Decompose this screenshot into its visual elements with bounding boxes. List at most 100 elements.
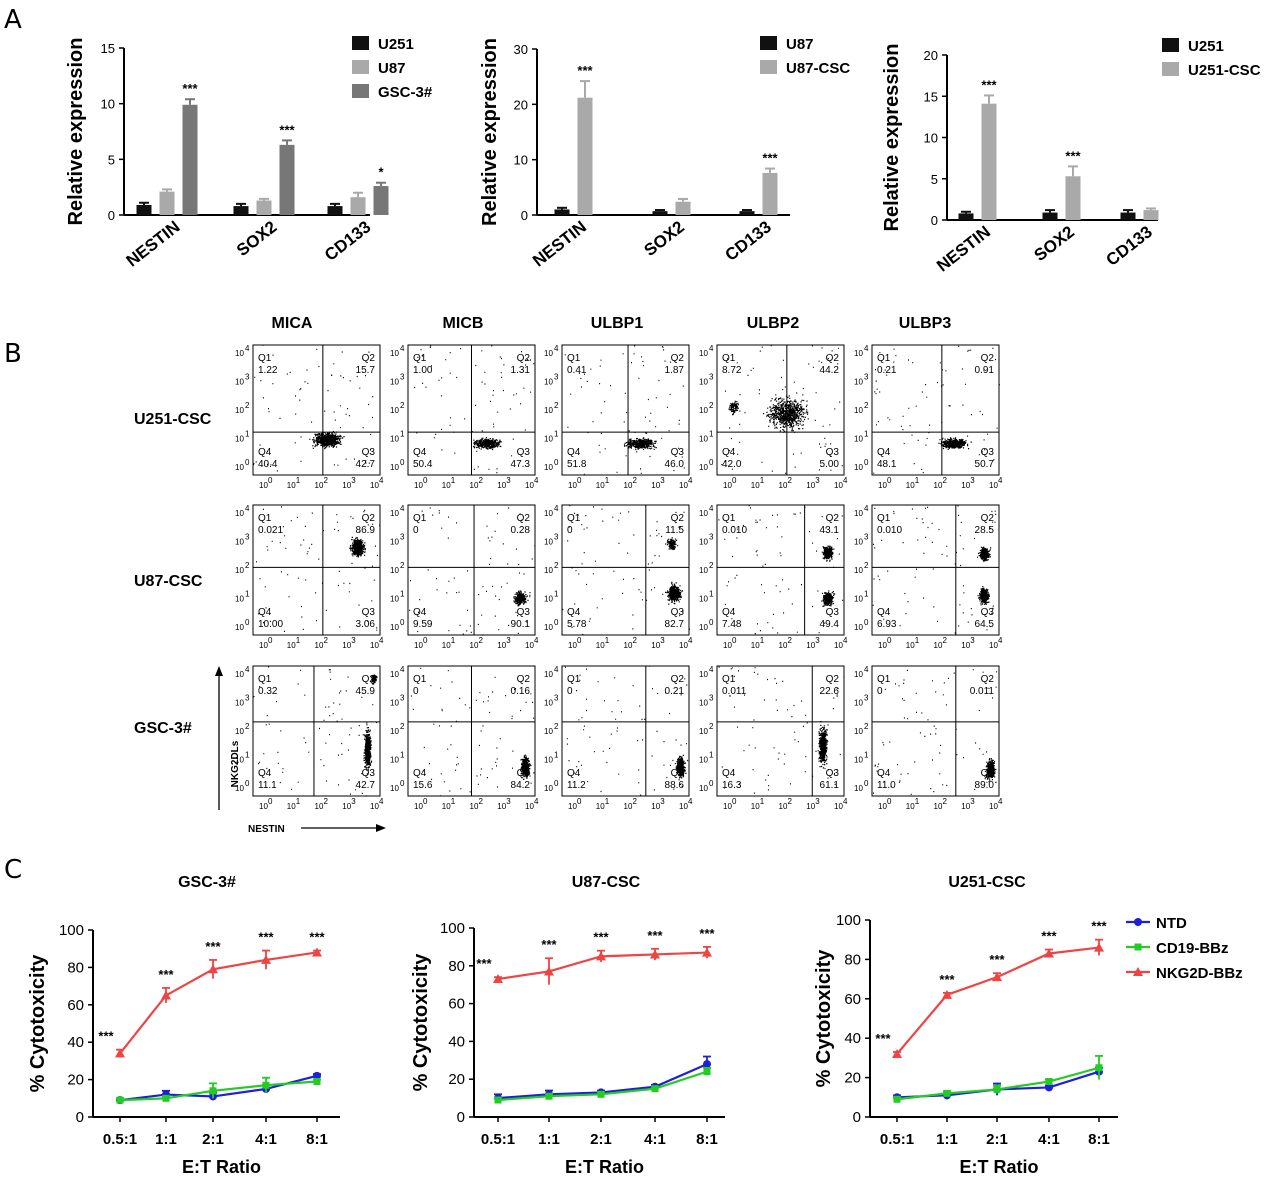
legend-marker (1134, 943, 1142, 951)
plot-frame (561, 344, 690, 476)
y-log-tick-exp: 4 (400, 504, 405, 513)
y-log-tick-exp: 3 (864, 533, 869, 542)
x-log-tick-base: 10 (497, 802, 506, 811)
column-title: ULBP2 (747, 315, 800, 332)
x-log-tick-base: 10 (679, 641, 688, 650)
category-label: NESTIN (123, 217, 184, 270)
bar-GSC-3#-CD133 (373, 186, 389, 215)
quadrant-name: Q1 (258, 674, 272, 685)
y-log-tick-exp: 0 (864, 618, 869, 627)
x-log-tick-base: 10 (723, 802, 732, 811)
y-log-tick-base: 10 (854, 435, 863, 444)
y-log-tick-base: 10 (544, 670, 553, 679)
quadrant-value: 42.7 (356, 459, 376, 470)
y-log-tick-exp: 0 (245, 779, 250, 788)
bar-U251-NESTIN (136, 204, 152, 215)
x-log-tick-exp: 4 (998, 476, 1003, 485)
y-log-tick-exp: 3 (245, 694, 250, 703)
legend-swatch (352, 36, 369, 50)
quadrant-name: Q2 (671, 674, 685, 685)
flow-plot-U87-CSC-MICA: Q10.021Q286.9Q33.06Q410.0010010010110110… (235, 504, 384, 650)
row-label: GSC-3# (134, 720, 192, 737)
y-log-tick-base: 10 (544, 509, 553, 518)
x-tick-label: 8:1 (306, 1131, 328, 1148)
x-log-tick-exp: 4 (379, 476, 384, 485)
flow-plot-GSC-3#-ULBP1: Q10Q20.21Q388.6Q411.21001001011011021021… (544, 665, 693, 811)
quadrant-name: Q3 (362, 607, 376, 618)
legend-label: CD19-BBz (1156, 940, 1229, 957)
quadrant-value: 47.3 (511, 459, 531, 470)
y-log-tick-base: 10 (854, 699, 863, 708)
quadrant-name: Q1 (413, 674, 427, 685)
legend-swatch (1162, 62, 1179, 76)
x-log-tick-base: 10 (624, 641, 633, 650)
quadrant-name: Q2 (826, 513, 840, 524)
quadrant-name: Q4 (567, 768, 581, 779)
x-log-tick-exp: 0 (268, 636, 273, 645)
y-tick-label: 80 (844, 951, 861, 968)
quadrant-name: Q3 (362, 447, 376, 458)
x-log-tick-exp: 3 (815, 476, 820, 485)
y-log-tick-base: 10 (854, 463, 863, 472)
quadrant-value: 0 (567, 686, 573, 697)
x-log-tick-base: 10 (624, 481, 633, 490)
y-log-tick-base: 10 (699, 727, 708, 736)
flow-plot-GSC-3#-MICB: Q10Q20.16Q384.2Q415.61001001011011021021… (390, 665, 539, 811)
point-NKG2D-BBz (1044, 948, 1054, 958)
x-tick-label: 2:1 (590, 1131, 612, 1148)
point-NKG2D-BBz (544, 966, 554, 976)
plot-frame (716, 504, 845, 636)
x-tick-label: 8:1 (696, 1131, 718, 1148)
legend-label: U251 (378, 36, 414, 53)
y-log-tick-exp: 2 (400, 401, 405, 410)
category-label: SOX2 (1031, 222, 1078, 265)
x-log-tick-exp: 0 (732, 797, 737, 806)
quadrant-name: Q3 (671, 447, 685, 458)
x-log-tick-base: 10 (834, 641, 843, 650)
point-CD19-BBz (262, 1081, 270, 1089)
point-CD19-BBz (545, 1092, 553, 1100)
y-log-tick-base: 10 (390, 595, 399, 604)
y-log-tick-base: 10 (235, 784, 244, 793)
x-log-tick-base: 10 (342, 641, 351, 650)
x-log-tick-exp: 0 (577, 476, 582, 485)
quadrant-value: 22.6 (820, 686, 840, 697)
quadrant-name: Q4 (877, 447, 891, 458)
x-log-tick-exp: 0 (887, 636, 892, 645)
y-tick-label: 60 (844, 991, 861, 1008)
y-log-tick-exp: 4 (400, 665, 405, 674)
point-NKG2D-BBz (208, 964, 218, 974)
bar-U87-SOX2 (652, 211, 668, 215)
y-tick-label: 60 (448, 996, 465, 1013)
cytotoxicity-legend: NTD CD19-BBz NKG2D-BBz (1126, 915, 1243, 982)
quadrant-value: 0.91 (975, 365, 995, 376)
y-axis-title: Relative expression (881, 44, 903, 232)
y-log-tick-exp: 0 (709, 458, 714, 467)
x-log-tick-exp: 0 (423, 476, 428, 485)
y-log-tick-exp: 0 (400, 458, 405, 467)
quadrant-value: 1.00 (413, 365, 433, 376)
panel-a-bar-charts: 0 5 10 15 Relative expression *** NESTIN *** SOX… (65, 36, 1261, 276)
flow-plot-U87-CSC-MICB: Q10Q20.28Q390.1Q49.591001001011011021021… (390, 504, 539, 650)
flow-plot-U251-CSC-MICA: Q11.22Q215.7Q342.7Q440.41001001011011021… (235, 344, 384, 490)
y-log-tick-exp: 4 (864, 344, 869, 353)
x-log-tick-base: 10 (287, 481, 296, 490)
y-axis-title: Relative expression (479, 38, 501, 226)
y-log-tick-exp: 4 (709, 344, 714, 353)
x-log-tick-base: 10 (287, 641, 296, 650)
y-log-tick-base: 10 (544, 727, 553, 736)
quadrant-value: 0.21 (877, 365, 897, 376)
y-tick-label: 80 (67, 959, 84, 976)
x-log-tick-base: 10 (568, 641, 577, 650)
y-log-tick-exp: 3 (400, 694, 405, 703)
x-log-tick-exp: 4 (379, 797, 384, 806)
y-log-tick-exp: 3 (864, 373, 869, 382)
y-log-tick-exp: 3 (245, 533, 250, 542)
y-tick-label: 5 (931, 172, 938, 187)
x-log-tick-exp: 4 (843, 797, 848, 806)
y-tick-label: 20 (844, 1070, 861, 1087)
y-axis-title: % Cytotoxicity (410, 953, 432, 1092)
quadrant-name: Q1 (413, 513, 427, 524)
x-log-tick-base: 10 (568, 481, 577, 490)
x-log-tick-exp: 4 (534, 797, 539, 806)
